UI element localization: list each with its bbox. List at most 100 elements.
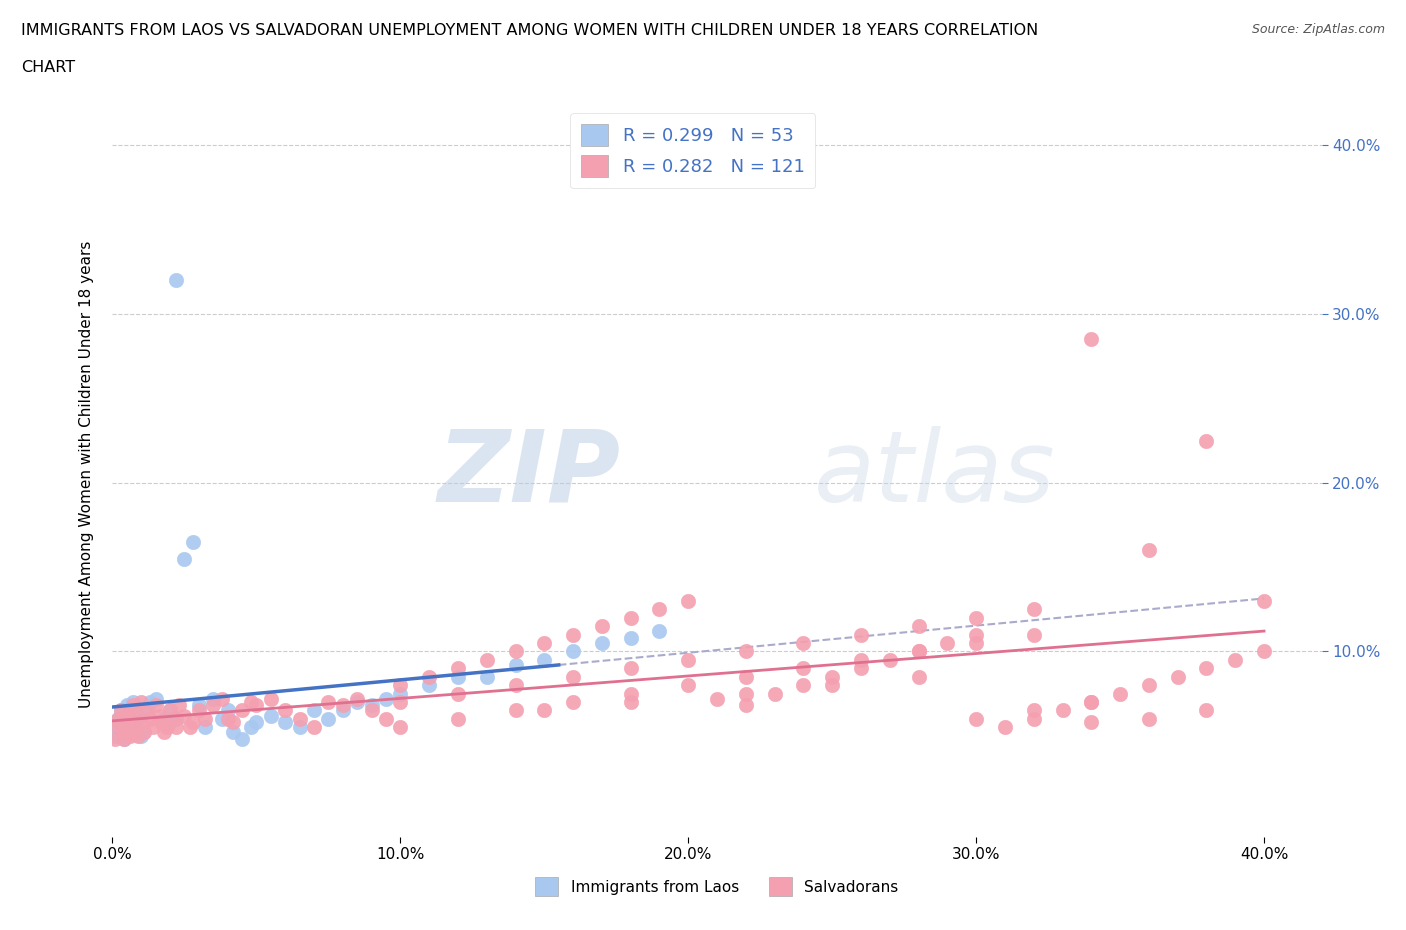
Point [115,720,138,735]
Point [202,698,225,713]
Point [591,618,613,633]
Point [194,711,217,726]
Point [447,661,470,676]
Text: Source: ZipAtlas.com: Source: ZipAtlas.com [1251,23,1385,36]
Point [148,708,170,723]
Point [187,698,209,713]
Point [1167,670,1189,684]
Point [110,703,132,718]
Point [245,715,267,730]
Point [110,703,132,718]
Point [447,670,470,684]
Point [734,686,756,701]
Point [150,715,173,730]
Point [389,720,412,735]
Point [239,720,262,735]
Point [153,711,176,726]
Point [1022,627,1045,642]
Point [1137,711,1160,726]
Point [202,691,225,706]
Point [1225,653,1247,668]
Point [1022,602,1045,617]
Point [907,644,929,658]
Point [115,711,138,726]
Point [375,711,398,726]
Point [1195,703,1218,718]
Point [533,635,555,650]
Point [1109,686,1132,701]
Point [648,602,671,617]
Point [142,720,165,735]
Point [475,670,498,684]
Point [181,535,204,550]
Point [418,678,440,693]
Point [1137,678,1160,693]
Point [217,703,239,718]
Point [1022,703,1045,718]
Point [849,653,872,668]
Point [231,703,253,718]
Point [505,658,527,672]
Point [112,732,135,747]
Point [360,703,382,718]
Point [1195,433,1218,448]
Point [118,720,141,735]
Point [134,725,156,740]
Point [375,691,398,706]
Point [159,703,181,718]
Point [159,703,181,718]
Point [505,678,527,693]
Point [533,653,555,668]
Point [475,653,498,668]
Point [139,711,162,726]
Point [562,644,585,658]
Point [274,715,297,730]
Point [129,695,152,710]
Point [107,711,129,726]
Point [124,708,146,723]
Point [107,720,129,735]
Point [389,686,412,701]
Point [620,631,643,645]
Y-axis label: Unemployment Among Women with Children Under 18 years: Unemployment Among Women with Children U… [79,241,94,708]
Point [107,720,129,735]
Point [994,720,1017,735]
Point [907,618,929,633]
Point [187,703,209,718]
Point [222,715,245,730]
Point [239,695,262,710]
Point [274,703,297,718]
Point [181,715,204,730]
Point [907,670,929,684]
Point [346,695,368,710]
Point [1052,703,1074,718]
Point [217,711,239,726]
Point [145,698,167,713]
Point [533,703,555,718]
Point [231,732,253,747]
Point [620,610,643,625]
Point [1137,543,1160,558]
Point [1080,695,1102,710]
Point [110,715,132,730]
Point [165,720,187,735]
Point [447,686,470,701]
Point [1253,593,1275,608]
Point [965,635,987,650]
Point [165,272,187,287]
Point [127,728,149,743]
Point [139,695,162,710]
Point [112,725,135,740]
Point [849,627,872,642]
Point [194,720,217,735]
Point [127,708,149,723]
Point [792,661,814,676]
Point [104,728,127,743]
Point [104,732,127,747]
Point [879,653,901,668]
Point [734,670,756,684]
Point [211,711,233,726]
Point [318,695,340,710]
Point [332,703,354,718]
Point [505,703,527,718]
